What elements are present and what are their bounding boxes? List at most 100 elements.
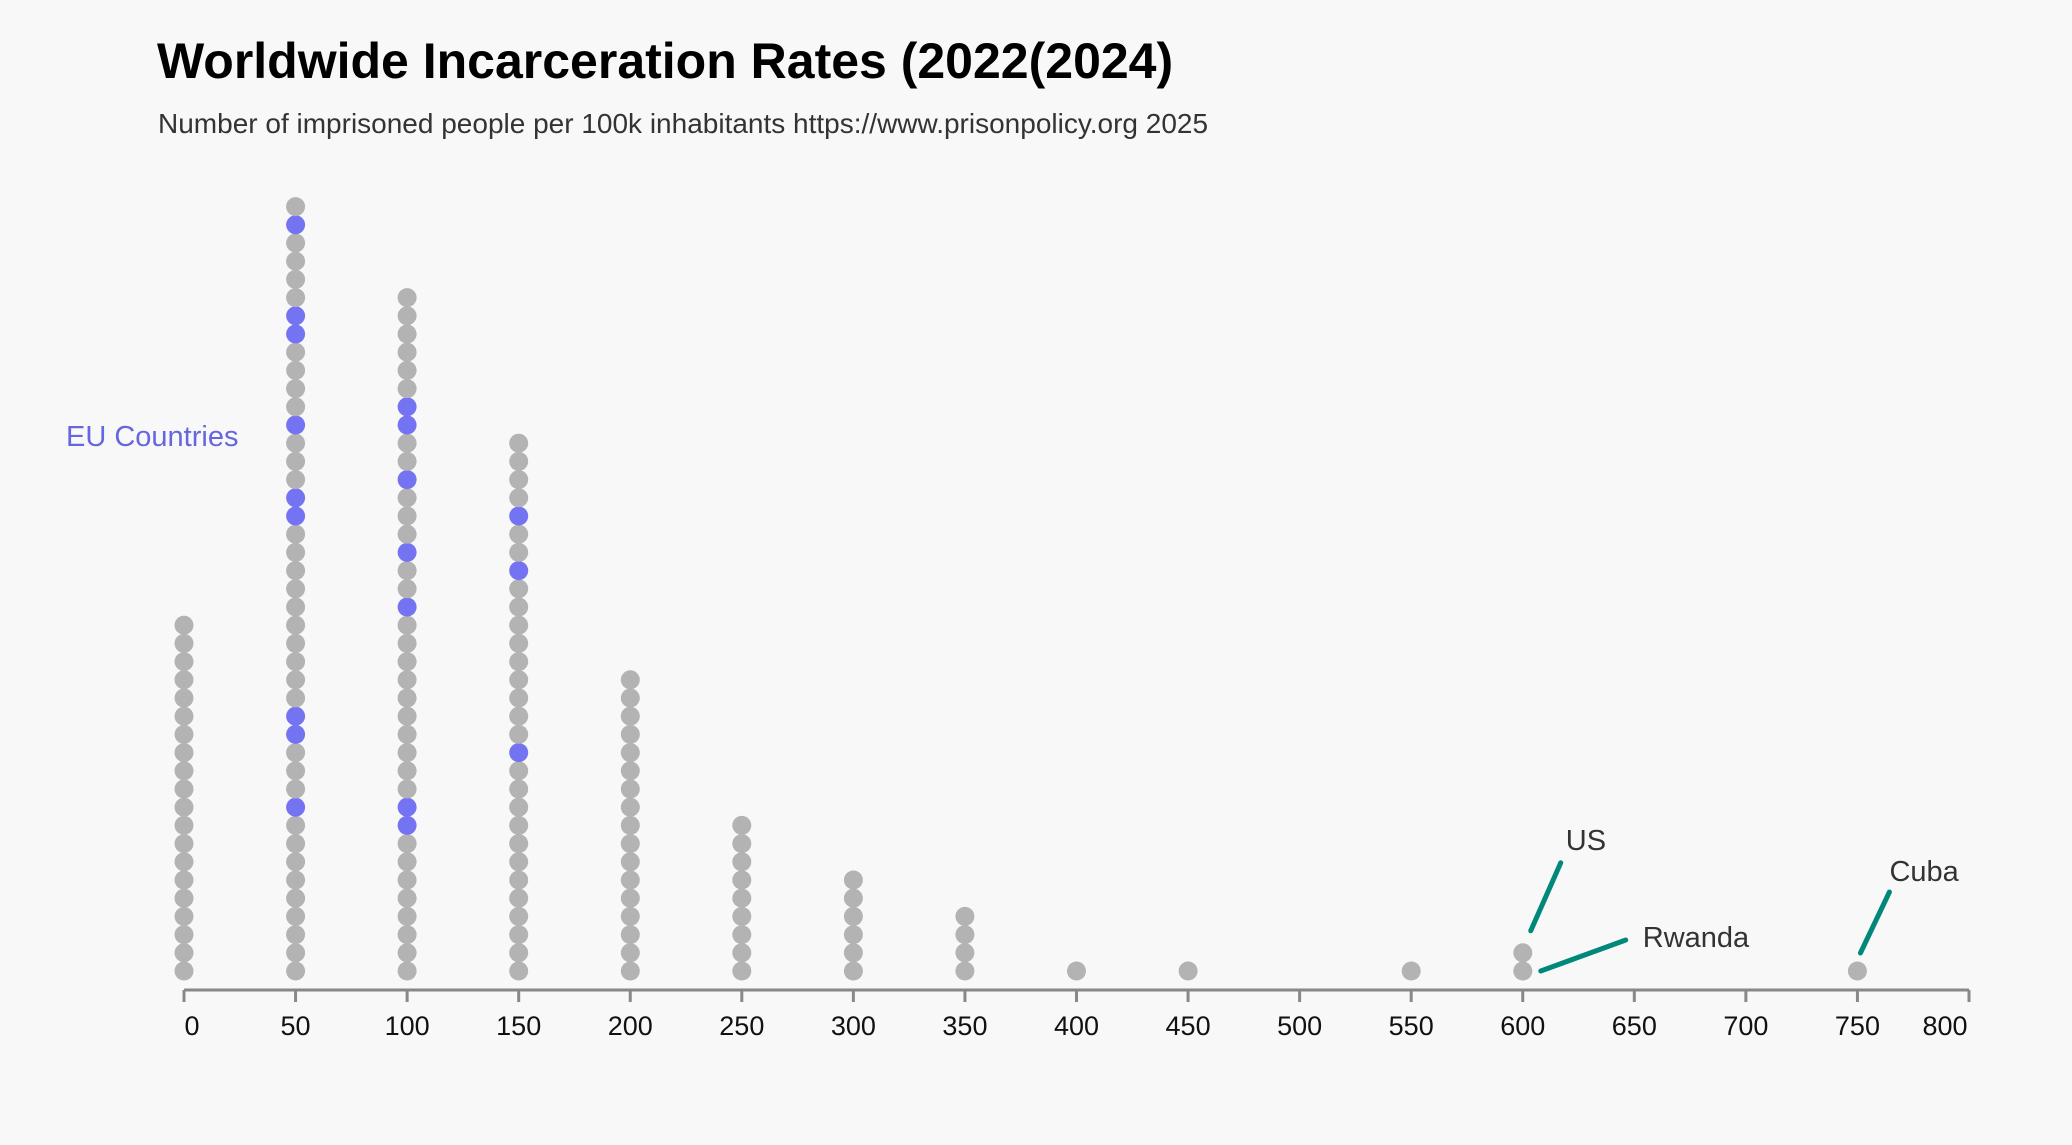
country-dot xyxy=(843,961,863,981)
country-dot xyxy=(955,961,975,981)
country-dot xyxy=(286,197,306,217)
country-dot xyxy=(509,797,529,817)
country-dot xyxy=(174,633,194,653)
country-dot xyxy=(509,815,529,835)
country-dot xyxy=(843,888,863,908)
country-dot xyxy=(174,688,194,708)
country-dot xyxy=(620,834,640,854)
country-dot xyxy=(286,779,306,799)
country-dot xyxy=(286,579,306,599)
country-dot xyxy=(397,488,417,508)
country-dot xyxy=(1067,961,1086,981)
annotation-label-rwanda: Rwanda xyxy=(1643,922,1750,954)
country-dot xyxy=(286,743,306,763)
country-dot xyxy=(174,706,194,726)
country-dot xyxy=(286,615,306,635)
country-dot xyxy=(397,925,417,945)
country-dot xyxy=(620,815,640,835)
country-dot xyxy=(286,470,306,490)
country-dot xyxy=(509,524,529,544)
country-dot xyxy=(509,670,529,690)
country-dot xyxy=(397,870,417,890)
x-tick-label: 200 xyxy=(608,1011,653,1041)
country-dot xyxy=(397,360,417,380)
eu-country-dot xyxy=(397,470,417,490)
country-dot xyxy=(732,888,752,908)
country-dot xyxy=(1847,961,1867,981)
country-dot xyxy=(509,706,529,726)
country-dot xyxy=(397,943,417,963)
annotation-leader-line xyxy=(1528,860,1564,934)
country-dot xyxy=(397,306,417,326)
country-dot xyxy=(1401,961,1421,981)
annotation-label-us: US xyxy=(1566,825,1606,857)
country-dot xyxy=(620,779,640,799)
country-dot xyxy=(174,943,194,963)
country-dot xyxy=(286,379,306,399)
x-tick-label: 0 xyxy=(184,1011,199,1041)
eu-country-dot xyxy=(286,306,306,326)
x-tick-label: 800 xyxy=(1922,1011,1967,1041)
country-dot xyxy=(509,652,529,672)
country-dot xyxy=(174,925,194,945)
country-dot xyxy=(286,433,306,453)
country-dot xyxy=(732,870,752,890)
country-dot xyxy=(397,379,417,399)
country-dot xyxy=(620,961,640,981)
country-dot xyxy=(509,888,529,908)
country-dot xyxy=(286,288,306,308)
eu-country-dot xyxy=(397,415,417,435)
x-axis: 0 50 100 150 200 250 300 350 400 450 500 550 600 650 7… xyxy=(182,988,1971,1041)
country-dot xyxy=(174,670,194,690)
country-dot xyxy=(286,834,306,854)
country-dot xyxy=(397,724,417,744)
country-dot xyxy=(620,906,640,926)
country-dot xyxy=(174,834,194,854)
eu-country-dot xyxy=(397,815,417,835)
eu-country-dot xyxy=(509,743,529,763)
country-dot xyxy=(286,542,306,562)
country-dot xyxy=(620,670,640,690)
country-dot xyxy=(509,906,529,926)
eu-country-dot xyxy=(286,706,306,726)
annotation-layer: US Rwanda Cuba xyxy=(1528,825,1960,974)
x-tick-label: 250 xyxy=(719,1011,764,1041)
x-tick-label: 650 xyxy=(1612,1011,1657,1041)
country-dot xyxy=(397,906,417,926)
eu-country-dot xyxy=(397,797,417,817)
country-dot xyxy=(397,524,417,544)
country-dot xyxy=(174,852,194,872)
country-dot xyxy=(509,433,529,453)
country-dot xyxy=(732,906,752,926)
eu-country-dot xyxy=(286,415,306,435)
country-dot xyxy=(620,852,640,872)
country-dot xyxy=(509,943,529,963)
country-dot xyxy=(509,579,529,599)
country-dot xyxy=(174,652,194,672)
dot-layer xyxy=(174,197,1867,981)
country-dot xyxy=(397,288,417,308)
country-dot xyxy=(397,433,417,453)
x-tick-label: 50 xyxy=(281,1011,311,1041)
country-dot xyxy=(174,961,194,981)
country-dot xyxy=(620,724,640,744)
country-dot xyxy=(1513,961,1533,981)
country-dot xyxy=(174,906,194,926)
chart-subtitle: Number of imprisoned people per 100k inh… xyxy=(158,108,1209,139)
country-dot xyxy=(397,451,417,471)
eu-country-dot xyxy=(509,561,529,581)
eu-countries-label: EU Countries xyxy=(66,421,238,453)
country-dot xyxy=(509,615,529,635)
country-dot xyxy=(732,834,752,854)
country-dot xyxy=(509,961,529,981)
country-dot xyxy=(509,488,529,508)
country-dot xyxy=(174,761,194,781)
country-dot xyxy=(509,852,529,872)
country-dot xyxy=(620,761,640,781)
country-dot xyxy=(397,852,417,872)
country-dot xyxy=(843,943,863,963)
country-dot xyxy=(286,688,306,708)
country-dot xyxy=(286,269,306,289)
country-dot xyxy=(397,506,417,526)
country-dot xyxy=(174,797,194,817)
